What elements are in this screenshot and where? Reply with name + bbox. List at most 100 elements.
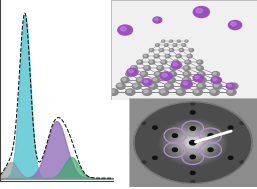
Circle shape <box>188 55 190 57</box>
Circle shape <box>193 6 209 18</box>
Circle shape <box>211 77 221 84</box>
Circle shape <box>155 44 159 46</box>
Circle shape <box>155 55 157 57</box>
Circle shape <box>127 72 130 75</box>
Circle shape <box>198 84 202 87</box>
Circle shape <box>197 83 206 89</box>
Circle shape <box>129 70 133 73</box>
Circle shape <box>152 77 160 83</box>
Circle shape <box>197 60 203 64</box>
Circle shape <box>144 55 146 57</box>
Circle shape <box>195 76 199 79</box>
Circle shape <box>161 60 167 64</box>
Circle shape <box>227 89 236 95</box>
Circle shape <box>210 89 219 95</box>
Circle shape <box>229 83 238 89</box>
Circle shape <box>138 61 140 63</box>
Circle shape <box>126 72 133 77</box>
Circle shape <box>132 67 135 69</box>
Circle shape <box>169 49 174 52</box>
Circle shape <box>154 54 159 58</box>
Circle shape <box>178 40 179 41</box>
Circle shape <box>181 83 190 89</box>
Circle shape <box>190 49 192 50</box>
Circle shape <box>184 72 188 75</box>
Circle shape <box>170 49 172 50</box>
Circle shape <box>141 72 145 75</box>
Circle shape <box>173 63 177 66</box>
Circle shape <box>240 122 244 125</box>
Circle shape <box>138 78 141 81</box>
Circle shape <box>149 83 158 89</box>
Circle shape <box>228 90 232 93</box>
Circle shape <box>198 72 205 77</box>
Circle shape <box>170 40 172 42</box>
Circle shape <box>144 80 148 83</box>
Circle shape <box>144 66 151 70</box>
Circle shape <box>116 83 125 89</box>
Circle shape <box>198 61 200 63</box>
Circle shape <box>228 21 242 29</box>
Circle shape <box>172 148 178 152</box>
Circle shape <box>190 111 195 114</box>
Circle shape <box>190 155 195 159</box>
Circle shape <box>184 78 188 81</box>
Circle shape <box>154 72 162 77</box>
Circle shape <box>178 90 182 93</box>
Circle shape <box>161 90 165 93</box>
Circle shape <box>214 84 218 87</box>
Circle shape <box>190 171 195 174</box>
Circle shape <box>165 44 167 45</box>
Circle shape <box>182 84 186 87</box>
Circle shape <box>181 80 192 88</box>
Circle shape <box>170 66 177 70</box>
Circle shape <box>186 61 188 63</box>
Circle shape <box>180 49 182 50</box>
Circle shape <box>171 62 181 69</box>
Circle shape <box>193 89 202 95</box>
Circle shape <box>208 134 213 137</box>
Circle shape <box>197 66 203 70</box>
Circle shape <box>140 72 148 77</box>
Circle shape <box>127 90 131 93</box>
Circle shape <box>165 54 170 58</box>
Circle shape <box>173 44 177 46</box>
Circle shape <box>127 68 138 76</box>
Circle shape <box>185 60 191 64</box>
Circle shape <box>170 72 173 75</box>
Circle shape <box>182 44 186 46</box>
Circle shape <box>182 77 191 83</box>
Circle shape <box>189 140 196 145</box>
Circle shape <box>156 44 158 45</box>
Circle shape <box>153 78 157 81</box>
Circle shape <box>120 27 126 31</box>
Circle shape <box>145 67 148 69</box>
Circle shape <box>187 54 192 58</box>
Circle shape <box>136 77 145 83</box>
Circle shape <box>213 77 222 83</box>
Circle shape <box>231 84 234 87</box>
Circle shape <box>196 9 203 13</box>
Circle shape <box>193 74 204 82</box>
Circle shape <box>159 89 169 95</box>
Circle shape <box>166 84 170 87</box>
Circle shape <box>213 83 222 89</box>
Circle shape <box>162 73 167 77</box>
Circle shape <box>162 40 163 41</box>
Circle shape <box>150 49 152 50</box>
Circle shape <box>198 67 200 69</box>
Circle shape <box>179 49 183 52</box>
Circle shape <box>126 89 135 95</box>
Circle shape <box>228 126 233 129</box>
Circle shape <box>121 77 129 83</box>
Circle shape <box>185 40 188 42</box>
Circle shape <box>153 17 162 23</box>
Circle shape <box>160 49 162 50</box>
Circle shape <box>153 126 157 129</box>
Circle shape <box>118 84 122 87</box>
Circle shape <box>174 44 175 45</box>
Circle shape <box>189 49 194 52</box>
Circle shape <box>173 60 179 64</box>
Circle shape <box>191 180 195 183</box>
Circle shape <box>240 161 244 163</box>
